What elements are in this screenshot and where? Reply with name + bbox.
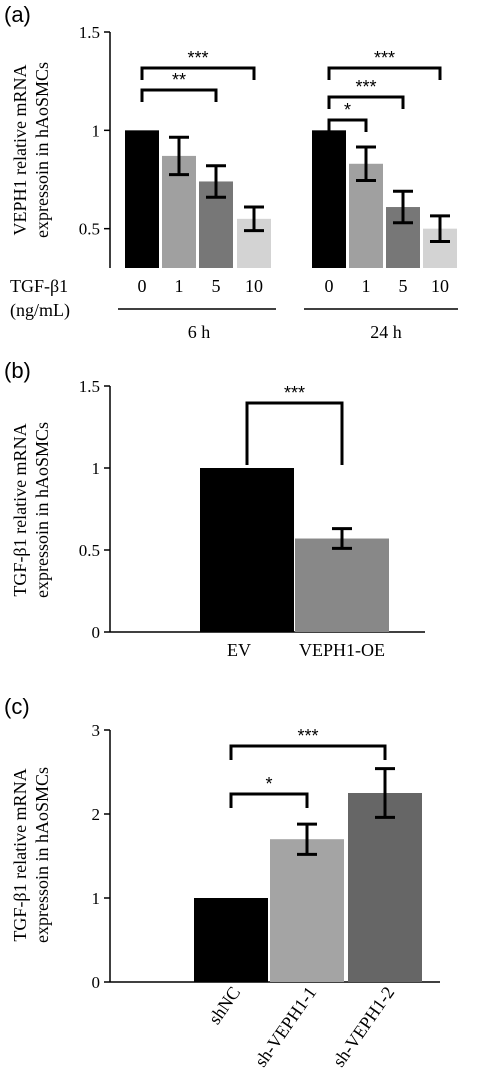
panel-a-ytick-label: 1.5 [79, 23, 100, 42]
panel-b-category-label: VEPH1-OE [299, 640, 385, 660]
panel-c-chart: TGF-β1 relative mRNA expressoin in hAoSM… [10, 721, 440, 1070]
panel-c-category-label: sh-VEPH1-2 [329, 983, 399, 1071]
panel-b-chart: TGF-β1 relative mRNA expressoin in hAoSM… [10, 377, 425, 660]
panel-a-group-0-category-label: 10 [245, 276, 263, 296]
panel-c-significance-bracket [229, 792, 309, 808]
panel-a-group-label-24h: 24 h [370, 322, 402, 342]
panel-b-ytick-label: 1.5 [79, 377, 100, 396]
panel-b-bar [200, 468, 294, 632]
panel-a-ylabel-line-2: expressoin in hAoSMCs [32, 62, 52, 238]
panel-c-bar [348, 793, 422, 982]
panel-c-ylabel-line-2: expressoin in hAoSMCs [32, 767, 52, 943]
panel-c-ylabel-line-1: TGF-β1 relative mRNA [10, 768, 30, 941]
panel-b-ylabel-line-2: expressoin in hAoSMCs [32, 422, 52, 598]
panel-c-category-label: shNC [204, 983, 244, 1028]
panel-c-significance-bracket [229, 744, 387, 760]
panel-a-group-1-significance-bracket [327, 118, 368, 132]
panel-a-group-0-significance-label: *** [187, 48, 208, 68]
panel-a-chart: VEPH1 relative mRNA expressoin in hAoSMC… [10, 23, 458, 342]
panel-b-ytick-label: 1 [92, 459, 101, 478]
panel-c-category-label: sh-VEPH1-1 [251, 983, 321, 1071]
panel-a-group-1-significance-label: *** [374, 48, 395, 68]
panel-a-group-1-category-label: 0 [325, 276, 334, 296]
panel-a-group-1-category-label: 1 [362, 276, 371, 296]
panel-b-ytick-label: 0 [92, 623, 101, 642]
panel-c-significance-label: *** [297, 726, 318, 746]
panel-a-ytick-label: 1 [92, 121, 101, 140]
panel-a-ytick-label: 0.5 [79, 220, 100, 239]
panel-b-ytick-label: 0.5 [79, 541, 100, 560]
panel-b-ylabel-line-1: TGF-β1 relative mRNA [10, 423, 30, 596]
panel-a-letter: (a) [4, 2, 31, 27]
panel-b-category-label: EV [227, 640, 251, 660]
panel-a-group-0-category-label: 0 [138, 276, 147, 296]
panel-c-ytick-label: 3 [92, 721, 101, 740]
panel-b-significance-bracket [245, 401, 344, 465]
panel-a-group-0-significance-label: ** [172, 70, 186, 90]
panel-c-bar [270, 839, 344, 982]
panel-a-group-0-significance-bracket [140, 66, 256, 80]
panel-a-group-1-significance-bracket [327, 66, 442, 80]
panel-a-group-1-significance-label: * [344, 100, 351, 120]
panel-a-group-1-significance-label: *** [355, 77, 376, 97]
panel-a-group-0-category-label: 5 [212, 276, 221, 296]
panel-c-bar [194, 898, 268, 982]
panel-b-letter: (b) [4, 358, 31, 383]
panel-b-significance-label: *** [284, 383, 305, 403]
panel-a-x-row-label: TGF-β1 [10, 276, 68, 296]
panel-a-group-0-category-label: 1 [175, 276, 184, 296]
panel-a-group-1-bar [312, 130, 346, 268]
panel-b-bar [295, 538, 389, 632]
panel-a-group-1-category-label: 5 [399, 276, 408, 296]
panel-c-ytick-label: 1 [92, 889, 101, 908]
panel-c-ytick-label: 0 [92, 973, 101, 992]
panel-c-letter: (c) [4, 694, 30, 719]
panel-a-group-label-6h: 6 h [188, 322, 211, 342]
panel-c-significance-label: * [265, 774, 272, 794]
panel-a-x-row-unit: (ng/mL) [10, 300, 70, 321]
panel-a-group-1-category-label: 10 [431, 276, 449, 296]
panel-c-ytick-label: 2 [92, 805, 101, 824]
panel-a-group-1-significance-bracket [327, 95, 405, 109]
panel-a-group-0-significance-bracket [140, 88, 218, 102]
panel-a-ylabel-line-1: VEPH1 relative mRNA [10, 65, 30, 236]
panel-a-group-0-bar [125, 130, 159, 268]
